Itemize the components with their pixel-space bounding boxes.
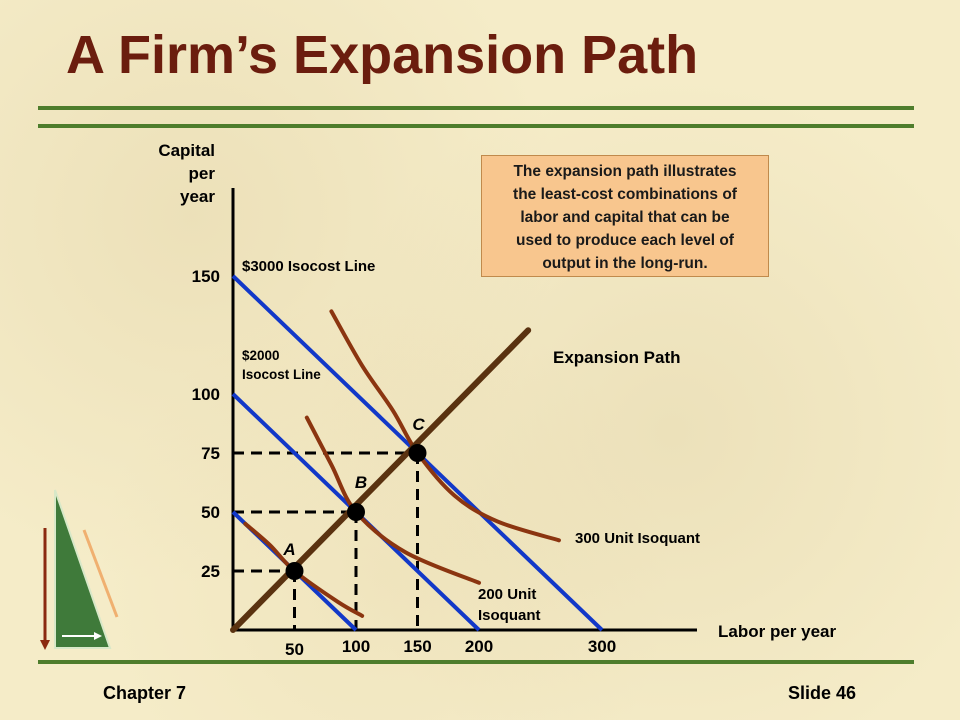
y-axis-title: year bbox=[180, 187, 215, 206]
expansion-path bbox=[230, 327, 532, 633]
note-line: output in the long-run. bbox=[542, 255, 708, 272]
note-line: The expansion path illustrates bbox=[513, 163, 737, 180]
chart-labels: Capital per year Labor per year 25 50 75 100 150… bbox=[158, 141, 836, 659]
isoquant-curve bbox=[304, 415, 481, 585]
point-label: C bbox=[412, 415, 425, 434]
axes bbox=[231, 188, 697, 632]
x-tick-label: 150 bbox=[403, 637, 431, 656]
isocost-label: Isocost Line bbox=[242, 367, 321, 382]
isoquant-label: Isoquant bbox=[478, 607, 541, 624]
note-line: labor and capital that can be bbox=[520, 209, 730, 226]
note-line: the least-cost combinations of bbox=[513, 186, 737, 203]
y-tick-label: 75 bbox=[201, 444, 220, 463]
isoquant-label: 300 Unit Isoquant bbox=[575, 530, 700, 547]
isocost-label: $2000 bbox=[242, 348, 280, 363]
point-marker bbox=[285, 562, 304, 580]
point-marker bbox=[347, 503, 365, 521]
isoquant-curve bbox=[329, 309, 561, 543]
chapter-label: Chapter 7 bbox=[103, 683, 187, 703]
slide-title: A Firm’s Expansion Path bbox=[66, 25, 699, 85]
isocost-label: $3000 Isocost Line bbox=[242, 258, 375, 275]
isoquant-label: 200 Unit bbox=[478, 586, 536, 603]
point-marker bbox=[408, 444, 427, 462]
slide-number: Slide 46 bbox=[788, 683, 857, 703]
textbook-logo-icon bbox=[40, 489, 119, 650]
y-axis-title: per bbox=[189, 164, 216, 183]
title-rule-top bbox=[38, 106, 914, 110]
expansion-path-label: Expansion Path bbox=[553, 348, 681, 367]
y-tick-label: 50 bbox=[201, 503, 220, 522]
expansion-path-line bbox=[230, 327, 532, 633]
expansion-path-diagram: Capital per year Labor per year 25 50 75 100 150… bbox=[40, 141, 836, 659]
title-rule-bottom bbox=[38, 124, 914, 128]
point-label: B bbox=[355, 473, 367, 492]
y-axis-title: Capital bbox=[158, 141, 215, 160]
x-tick-label: 50 bbox=[285, 640, 304, 659]
point-label: A bbox=[282, 540, 295, 559]
x-tick-label: 300 bbox=[588, 637, 616, 656]
explanation-note: The expansion path illustrates the least… bbox=[481, 155, 769, 277]
note-line: used to produce each level of bbox=[516, 232, 734, 249]
y-tick-label: 100 bbox=[192, 385, 220, 404]
optimal-points bbox=[285, 444, 427, 580]
x-axis-title: Labor per year bbox=[718, 622, 836, 641]
footer-rule bbox=[38, 660, 914, 664]
x-tick-label: 200 bbox=[465, 637, 493, 656]
y-tick-label: 150 bbox=[192, 267, 220, 286]
y-tick-label: 25 bbox=[201, 562, 220, 581]
x-tick-label: 100 bbox=[342, 637, 370, 656]
